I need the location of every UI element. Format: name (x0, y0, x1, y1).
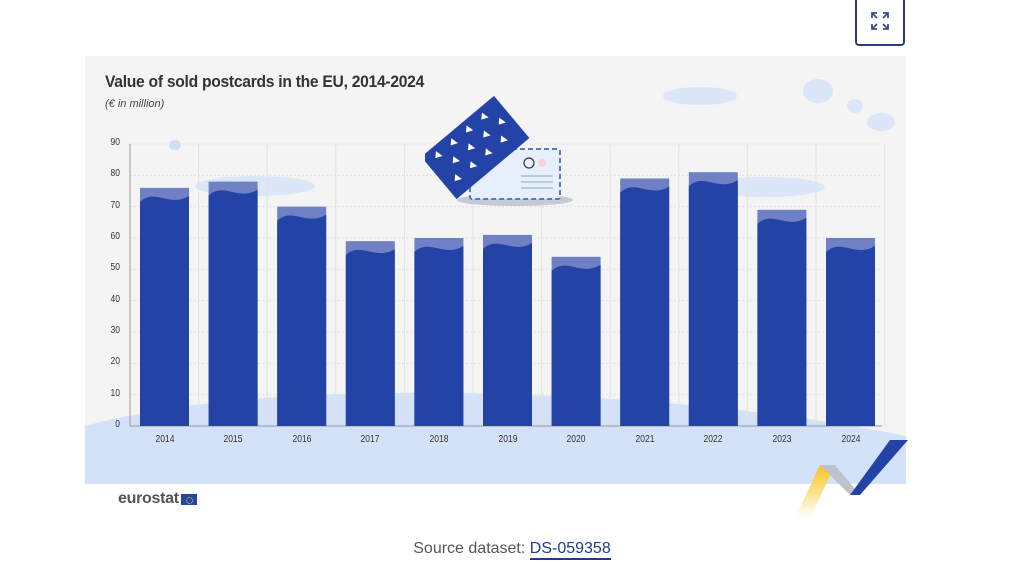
y-tick-label: 30 (110, 325, 120, 336)
bar-2020 (551, 256, 601, 426)
bar-2017 (345, 241, 395, 426)
x-tick-label: 2015 (223, 434, 243, 445)
y-tick-label: 90 (110, 137, 120, 148)
x-tick-label: 2021 (635, 434, 655, 445)
chart-subtitle: (€ in million) (105, 98, 165, 110)
chart-infographic: Value of sold postcards in the EU, 2014-… (85, 56, 906, 484)
y-tick-label: 70 (110, 199, 120, 211)
chart-title: Value of sold postcards in the EU, 2014-… (105, 72, 425, 91)
y-tick-label: 40 (110, 293, 120, 305)
bar-2019 (483, 234, 532, 426)
bar-2016 (277, 206, 327, 426)
source-dataset: Source dataset: DS-059358 (0, 540, 1024, 560)
eurostat-logo: eurostat (118, 490, 197, 508)
source-dataset-link[interactable]: DS-059358 (529, 540, 611, 560)
logo-text: eurostat (118, 490, 179, 507)
bar-2021 (620, 178, 670, 426)
eurostat-ribbon-decoration (795, 440, 908, 518)
expand-arrows-icon (871, 12, 889, 30)
bar-2018 (414, 238, 464, 426)
y-tick-label: 20 (110, 356, 120, 368)
x-tick-label: 2020 (566, 434, 586, 445)
bar-2024 (826, 238, 875, 426)
x-tick-label: 2022 (703, 434, 723, 445)
x-tick-label: 2024 (841, 434, 860, 445)
y-tick-label: 50 (110, 262, 120, 274)
x-tick-label: 2014 (155, 434, 174, 445)
x-tick-label: 2018 (429, 434, 449, 445)
postcard-illustration (425, 96, 573, 206)
bar-2023 (757, 209, 807, 426)
x-tick-label: 2023 (772, 434, 792, 445)
x-tick-label: 2019 (498, 434, 517, 445)
plot-area (129, 143, 886, 427)
x-tick-label: 2016 (292, 434, 312, 445)
bar-2022 (688, 172, 738, 426)
x-tick-label: 2017 (360, 434, 380, 445)
y-tick-label: 0 (115, 419, 120, 430)
bar-2014 (140, 187, 189, 426)
source-label: Source dataset: (413, 540, 526, 557)
y-tick-label: 60 (110, 231, 120, 242)
eu-flag-icon (180, 493, 197, 505)
y-tick-label: 80 (110, 168, 120, 180)
y-tick-label: 10 (110, 387, 120, 399)
expand-fullscreen-button[interactable] (855, 0, 905, 46)
bar-2015 (208, 181, 258, 426)
